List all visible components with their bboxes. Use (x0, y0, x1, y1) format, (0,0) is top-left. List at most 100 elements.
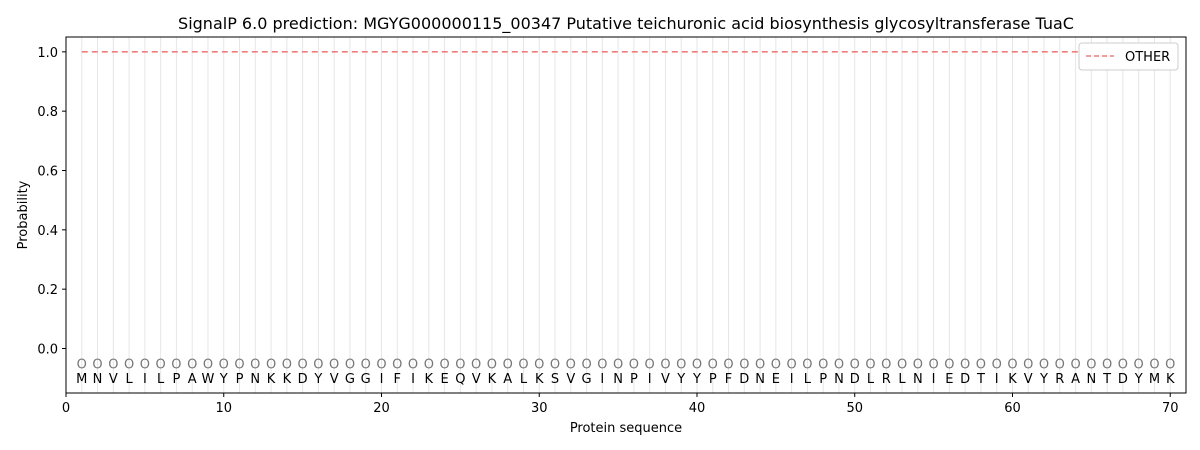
residue-label: R (882, 372, 891, 387)
residue-annotation: O (1007, 357, 1017, 372)
residue-label: I (932, 372, 936, 387)
residue-label: S (551, 372, 559, 387)
residue-label: I (600, 372, 604, 387)
x-tick-label: 50 (846, 401, 863, 416)
residue-annotation: O (392, 357, 402, 372)
residue-annotation: O (960, 357, 970, 372)
residue-label: P (630, 372, 638, 387)
x-tick-label: 70 (1162, 401, 1179, 416)
residue-annotation: O (992, 357, 1002, 372)
residue-annotation: O (77, 357, 87, 372)
y-axis-title: Probability (16, 180, 31, 249)
residue-grid (81, 37, 1171, 393)
residue-label: I (995, 372, 999, 387)
residue-label: N (755, 372, 765, 387)
residue-label: A (1071, 372, 1080, 387)
residue-label: W (202, 372, 215, 387)
x-tick-label: 20 (373, 401, 390, 416)
residue-annotation: O (1070, 357, 1080, 372)
residue-label: L (520, 372, 528, 387)
residue-label: D (850, 372, 860, 387)
residue-label: A (188, 372, 197, 387)
residue-label: K (488, 372, 497, 387)
residue-label: D (1118, 372, 1128, 387)
residue-annotation: O (613, 357, 623, 372)
residue-annotation: O (140, 357, 150, 372)
residue-annotation: O (897, 357, 907, 372)
residue-annotation: O (471, 357, 481, 372)
residue-annotation: O (976, 357, 986, 372)
residue-annotation: O (266, 357, 276, 372)
residue-label: M (1149, 372, 1160, 387)
residue-annotation: O (629, 357, 639, 372)
residue-annotation: O (944, 357, 954, 372)
residue-annotation: O (1134, 357, 1144, 372)
residue-annotation: O (550, 357, 560, 372)
residue-label: G (345, 372, 355, 387)
residue-label: I (648, 372, 652, 387)
residue-annotation: O (708, 357, 718, 372)
residue-annotation: O (313, 357, 323, 372)
y-tick-label: 0.8 (37, 105, 58, 120)
plot-frame (65, 36, 1187, 394)
residue-label: L (125, 372, 133, 387)
x-tick-label: 40 (689, 401, 706, 416)
residue-annotation: O (1149, 357, 1159, 372)
residue-annotation: O (676, 357, 686, 372)
residue-annotation: O (1086, 357, 1096, 372)
residue-annotation: O (187, 357, 197, 372)
residue-label: L (867, 372, 875, 387)
y-tick-label: 0.2 (37, 283, 58, 298)
residue-label: V (566, 372, 575, 387)
residue-label: T (1102, 372, 1111, 387)
residue-annotation: O (503, 357, 513, 372)
residue-label: P (236, 372, 244, 387)
y-tick-label: 1.0 (37, 46, 58, 61)
residue-label: E (772, 372, 780, 387)
residue-annotation: O (1039, 357, 1049, 372)
residue-label: R (1055, 372, 1064, 387)
residue-label: F (725, 372, 732, 387)
residue-label: K (283, 372, 292, 387)
residue-annotation: O (1023, 357, 1033, 372)
residue-label: V (661, 372, 670, 387)
residue-label: L (804, 372, 812, 387)
residue-label: N (1086, 372, 1096, 387)
residue-label: K (1008, 372, 1017, 387)
residue-annotation: O (92, 357, 102, 372)
x-tick-label: 0 (62, 401, 70, 416)
residue-annotation: O (108, 357, 118, 372)
residue-annotation: O (250, 357, 260, 372)
residue-label: D (960, 372, 970, 387)
residue-annotation: O (1055, 357, 1065, 372)
residue-annotation: O (329, 357, 339, 372)
residue-annotation: O (219, 357, 229, 372)
legend: OTHER (1078, 42, 1179, 71)
residue-annotation: O (455, 357, 465, 372)
residue-annotation: O (660, 357, 670, 372)
legend-label-other: OTHER (1125, 50, 1170, 65)
y-tick-label: 0.4 (37, 224, 58, 239)
residue-annotation: O (739, 357, 749, 372)
residue-label: A (503, 372, 512, 387)
residue-label: K (1166, 372, 1175, 387)
residue-annotation: O (834, 357, 844, 372)
residue-annotation: O (408, 357, 418, 372)
residue-label: L (157, 372, 165, 387)
residue-annotation: O (534, 357, 544, 372)
residue-annotation: O (487, 357, 497, 372)
residue-label: Y (1134, 372, 1143, 387)
residue-label: D (739, 372, 749, 387)
residue-label: K (425, 372, 434, 387)
x-tick-label: 60 (1004, 401, 1021, 416)
residue-annotation: O (171, 357, 181, 372)
residue-annotation: O (298, 357, 308, 372)
legend-frame (1078, 42, 1179, 71)
residue-annotation: O (818, 357, 828, 372)
residue-annotation: O (124, 357, 134, 372)
residue-annotation: O (361, 357, 371, 372)
x-tick-label: 30 (531, 401, 548, 416)
residue-annotation: O (581, 357, 591, 372)
residue-label: I (411, 372, 415, 387)
